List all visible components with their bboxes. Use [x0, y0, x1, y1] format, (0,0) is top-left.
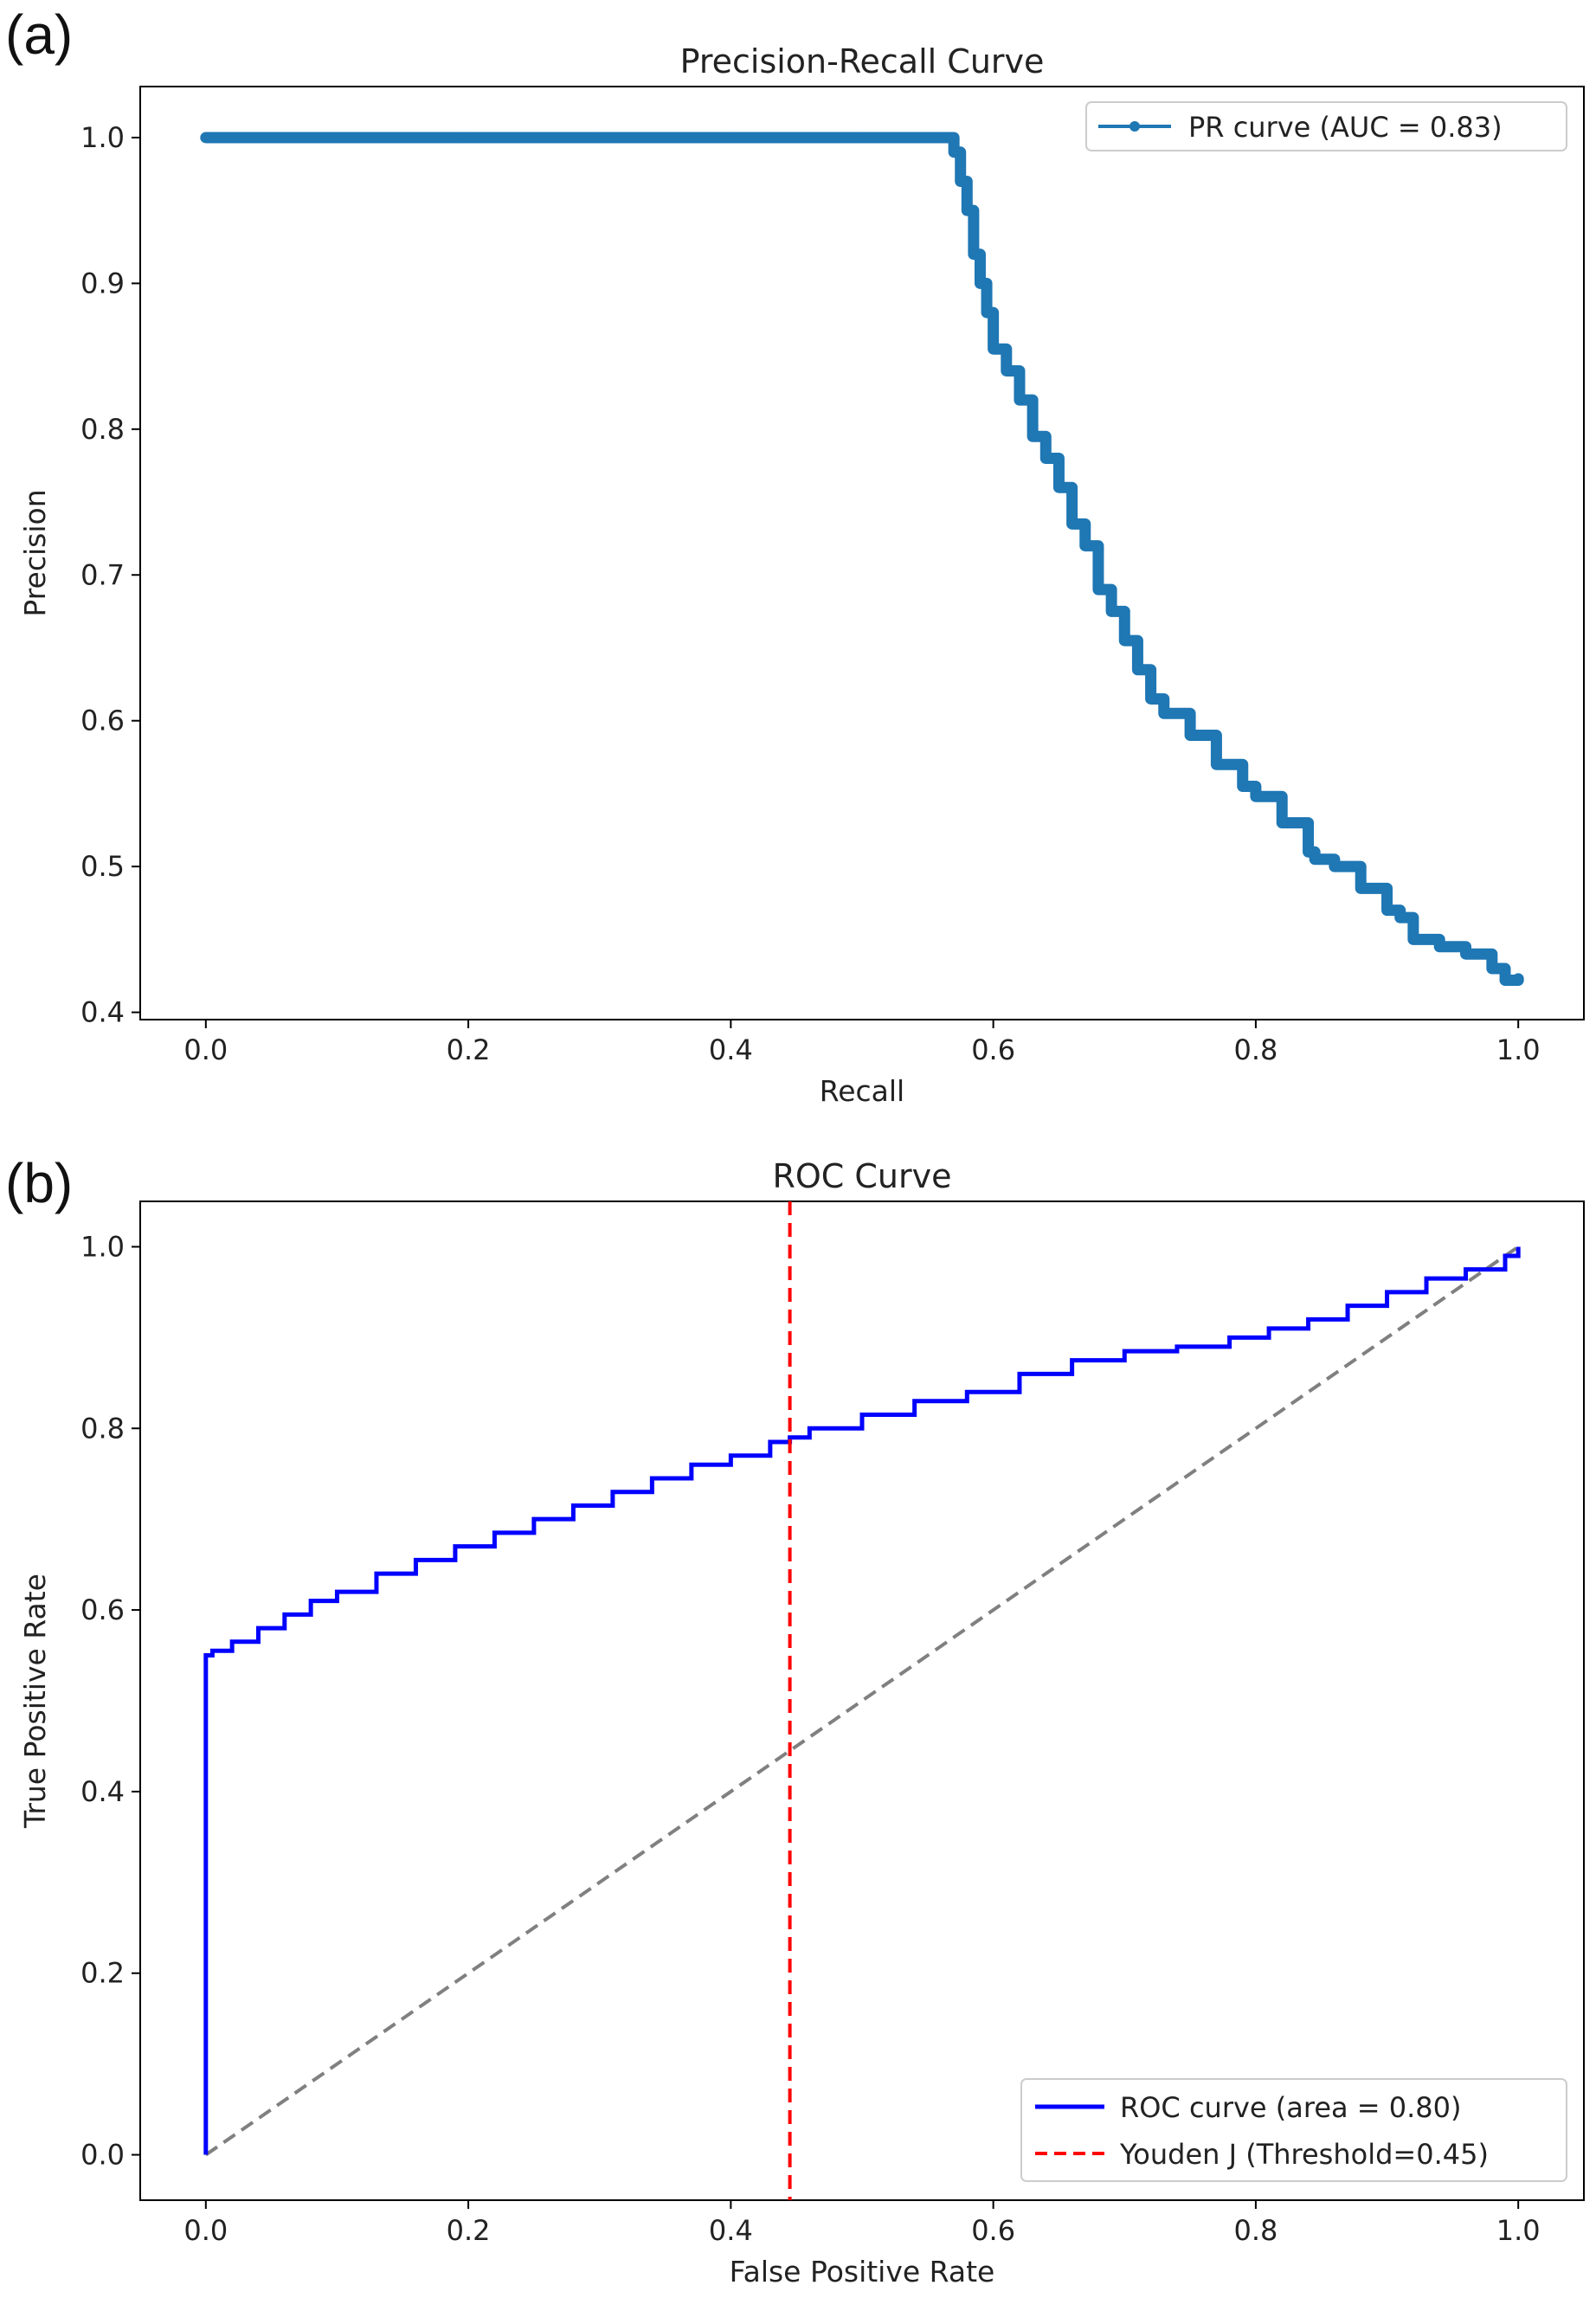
- pr-curve-point: [857, 132, 867, 143]
- pr-curve-point: [1145, 693, 1156, 705]
- pr-curve-point: [962, 205, 973, 216]
- roc-chart: ROC Curve 0.0 0.2 0.4 0.6 0.8 1.0 0.0 0.2 0.4 0.6 0…: [18, 1157, 1585, 2288]
- y-tick-label: 0.0: [80, 2139, 125, 2172]
- legend-box: [1085, 101, 1567, 151]
- chance-diagonal-line: [204, 1245, 1520, 2157]
- x-tick-label: 1.0: [1496, 1033, 1541, 1066]
- x-tick-label: 1.0: [1496, 2214, 1541, 2247]
- pr-curve-point: [725, 132, 737, 143]
- pr-curve-point: [1211, 759, 1222, 770]
- pr-curve-point: [1394, 912, 1406, 924]
- legend-label-youden: Youden J (Threshold=0.45): [1119, 2138, 1489, 2171]
- x-tick-label: 0.8: [1233, 1033, 1277, 1066]
- x-axis-label: Recall: [820, 1074, 904, 1108]
- pr-curve-point: [1106, 606, 1117, 617]
- y-tick-label: 0.6: [80, 1593, 125, 1626]
- x-tick-label: 0.6: [971, 1033, 1015, 1066]
- y-axis-label: True Positive Rate: [18, 1574, 52, 1829]
- x-axis-label: False Positive Rate: [730, 2255, 995, 2288]
- x-tick-label: 0.0: [183, 2214, 228, 2247]
- precision-recall-chart: Precision-Recall Curve 0.0 0.2 0.4 0.6 0.8 1.0…: [18, 42, 1585, 1108]
- y-tick-label: 0.6: [80, 705, 125, 737]
- pr-curve-point: [1132, 664, 1143, 675]
- pr-curve-point: [1237, 781, 1248, 792]
- y-axis-label: Precision: [18, 489, 52, 616]
- pr-curve-point: [275, 132, 286, 143]
- pr-curve-point: [1277, 817, 1288, 828]
- pr-curve-point: [1310, 853, 1321, 865]
- pr-curve-point: [1053, 482, 1065, 493]
- pr-curve-point: [1381, 904, 1393, 916]
- x-tick-label: 0.0: [183, 1033, 228, 1066]
- axes-frame: [139, 86, 1585, 1020]
- pr-curve-point: [1500, 975, 1511, 986]
- y-tick-label: 0.8: [80, 1412, 125, 1445]
- pr-curve-point: [1001, 365, 1012, 377]
- pr-curve-point: [968, 248, 979, 260]
- pr-curve-point: [935, 132, 946, 143]
- y-tick-label: 0.2: [80, 1957, 125, 1990]
- y-tick-label: 1.0: [80, 1230, 125, 1263]
- pr-curve-point: [1329, 861, 1340, 872]
- pr-curve-point: [1092, 584, 1104, 595]
- pr-curve-point: [981, 307, 993, 319]
- pr-curve-point: [1486, 963, 1497, 975]
- pr-curve-point: [1434, 941, 1445, 952]
- pr-curve-point: [1407, 934, 1419, 945]
- legend-marker-pr: [1129, 121, 1140, 132]
- y-tick-label: 0.9: [80, 267, 125, 299]
- legend-label-pr: PR curve (AUC = 0.83): [1188, 111, 1503, 144]
- pr-curve-point: [975, 278, 986, 289]
- pr-curve-line: [200, 132, 1524, 987]
- y-tick-label: 0.4: [80, 996, 125, 1029]
- legend-box: [1020, 2078, 1567, 2182]
- legend-label-roc: ROC curve (area = 0.80): [1120, 2091, 1462, 2124]
- chart-title: ROC Curve: [772, 1157, 951, 1195]
- pr-curve-point: [1513, 973, 1524, 984]
- panel-label-a: (a): [5, 3, 74, 66]
- pr-curve-point: [1040, 453, 1052, 464]
- panel-label-b: (b): [5, 1152, 74, 1214]
- roc-curve-line: [203, 1246, 1521, 2155]
- y-tick-label: 0.4: [80, 1775, 125, 1808]
- x-tick-label: 0.4: [709, 1033, 753, 1066]
- chart-title: Precision-Recall Curve: [680, 42, 1045, 80]
- pr-curve-point: [1014, 395, 1025, 406]
- pr-curve-point: [1027, 431, 1039, 442]
- x-tick-label: 0.2: [447, 1033, 491, 1066]
- y-tick-label: 0.8: [80, 413, 125, 446]
- pr-curve-point: [331, 132, 343, 143]
- x-tick-label: 0.2: [447, 2214, 491, 2247]
- x-tick-label: 0.6: [971, 2214, 1015, 2247]
- pr-curve-point: [200, 132, 211, 143]
- y-tick-label: 0.5: [80, 850, 125, 883]
- y-tick-label: 0.7: [80, 558, 125, 591]
- pr-curve-point: [1355, 883, 1367, 894]
- y-tick-label: 1.0: [80, 121, 125, 154]
- pr-curve-point: [1303, 846, 1314, 858]
- pr-curve-point: [1250, 791, 1261, 802]
- pr-curve-point: [949, 146, 960, 158]
- pr-curve-point: [1066, 518, 1078, 530]
- axes-frame: [139, 1200, 1585, 2201]
- pr-curve-point: [1119, 635, 1130, 647]
- pr-curve-point: [1158, 708, 1169, 719]
- pr-curve-point: [955, 176, 966, 187]
- pr-curve-point: [463, 132, 474, 143]
- pr-curve-point: [1460, 949, 1471, 960]
- pr-curve-point: [1079, 540, 1091, 551]
- pr-curve-point: [988, 344, 999, 355]
- x-tick-label: 0.4: [709, 2214, 753, 2247]
- x-tick-label: 0.8: [1233, 2214, 1277, 2247]
- pr-curve-point: [1185, 730, 1196, 741]
- pr-curve-point: [594, 132, 605, 143]
